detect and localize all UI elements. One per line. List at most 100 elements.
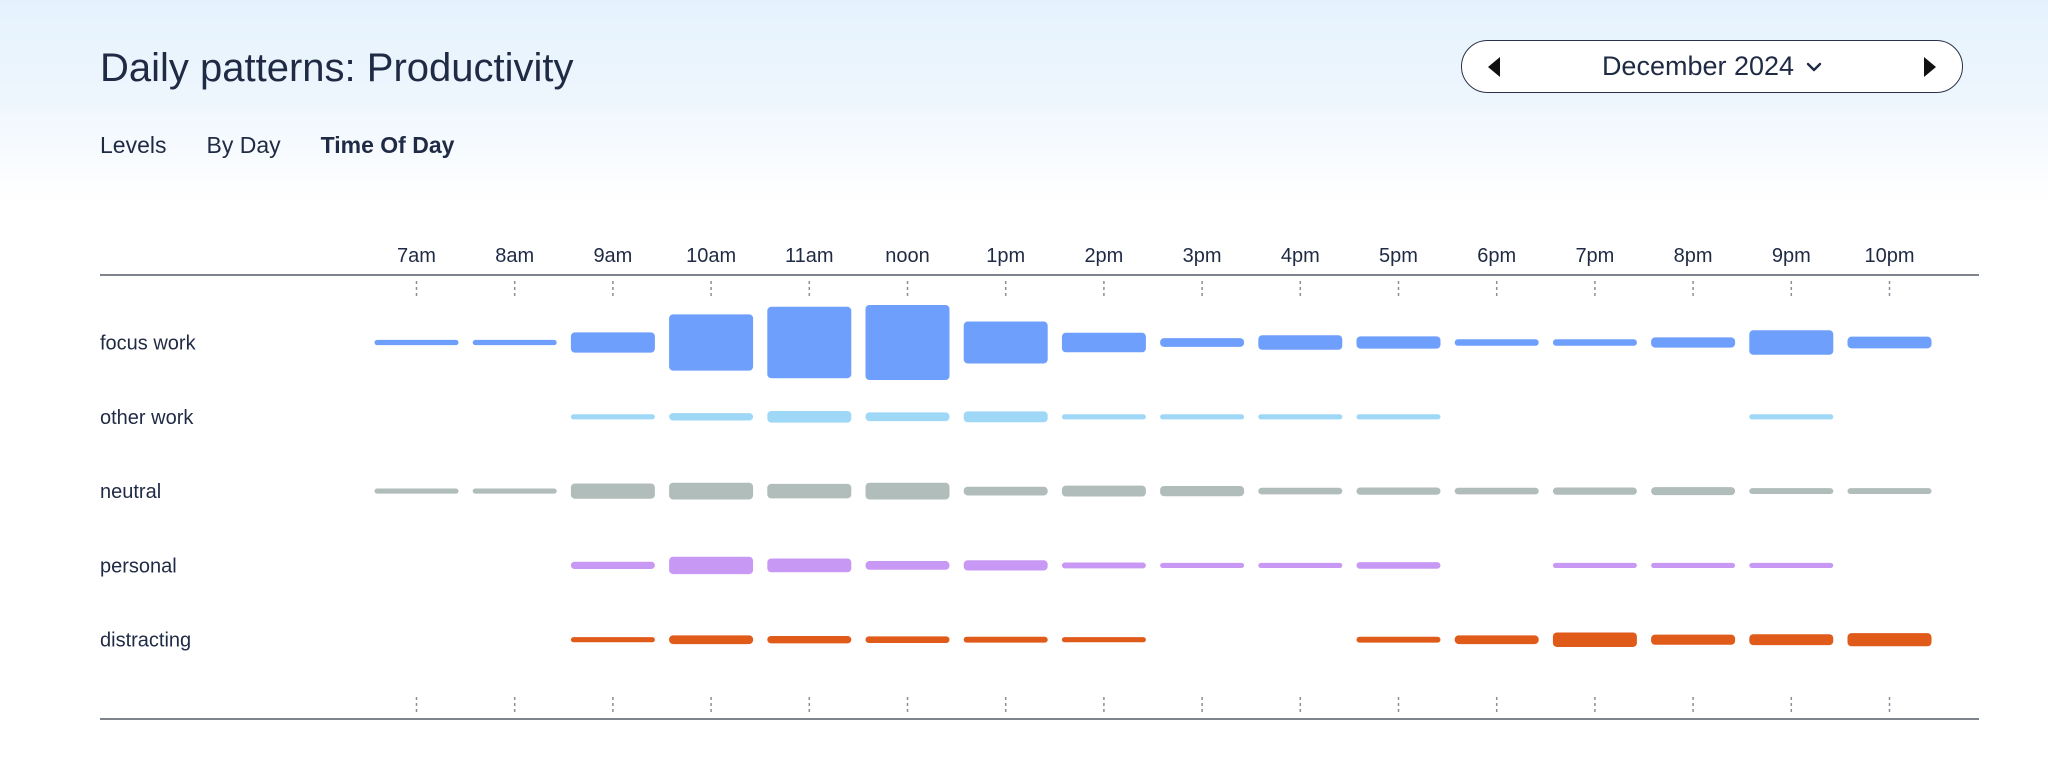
activity-bar [374,339,459,346]
view-tabs: Levels By Day Time Of Day [100,132,454,159]
activity-bar [1061,637,1146,643]
tab-time-of-day[interactable]: Time Of Day [320,132,455,158]
hour-label: 11am [785,245,834,267]
activity-bar [1847,633,1932,647]
activity-bar [1258,487,1343,495]
row-label: distracting [100,630,191,652]
hour-label: 10am [686,245,736,267]
hour-label: 8pm [1674,245,1713,267]
row-label: other work [100,407,194,429]
activity-bar [865,561,950,570]
caret-right-icon [1924,56,1936,77]
activity-bar [1160,562,1245,568]
activity-bar [570,332,655,353]
activity-bar [1749,488,1834,495]
hour-label: 1pm [986,245,1025,267]
activity-bar [1454,339,1539,346]
activity-bar [1454,635,1539,645]
activity-bar [472,488,557,494]
activity-bar [1552,562,1637,568]
row-label: neutral [100,481,161,503]
next-month-button[interactable] [1898,41,1962,92]
month-label: December 2024 [1601,51,1795,81]
hour-label: 5pm [1379,245,1418,267]
activity-bar [1651,487,1736,496]
activity-bar [1552,632,1637,647]
row-label: focus work [100,333,197,355]
activity-bar [472,339,557,346]
activity-bar [374,488,459,494]
tab-levels[interactable]: Levels [100,132,167,158]
activity-bar [570,414,655,420]
tab-by-day[interactable]: By Day [206,132,281,158]
hour-label: 9am [593,245,632,267]
activity-bar [1651,337,1736,348]
activity-bar [1061,485,1146,497]
activity-bar [1356,336,1441,349]
hour-label: 7pm [1575,245,1614,267]
activity-bar [1847,488,1932,495]
activity-bar [570,561,655,570]
activity-bar [767,636,852,644]
activity-bar [1356,636,1441,643]
activity-bar [865,482,950,500]
hour-label: 7am [397,245,436,267]
activity-bar [1258,414,1343,420]
row-label: personal [100,555,177,577]
activity-bar [1356,562,1441,569]
activity-bar [1749,330,1834,355]
hour-label: 3pm [1183,245,1222,267]
activity-bar [1847,336,1932,349]
caret-left-icon [1488,56,1500,77]
activity-bar [1061,562,1146,569]
activity-bar [963,636,1048,643]
activity-bar [570,483,655,499]
month-select[interactable]: December 2024 [1526,41,1898,92]
activity-bar [767,558,852,573]
chevron-down-icon [1806,62,1822,71]
activity-bar [1356,487,1441,495]
activity-bar [865,636,950,643]
hour-label: 2pm [1084,245,1123,267]
month-picker: December 2024 [1461,40,1963,93]
hour-label: 9pm [1772,245,1811,267]
activity-bar [963,486,1048,496]
activity-bar [1651,562,1736,568]
activity-bar [1651,634,1736,645]
hour-label: 8am [495,245,534,267]
activity-bar [669,314,754,371]
activity-bar [1061,332,1146,353]
activity-bar [963,560,1048,571]
activity-bar [767,483,852,499]
activity-bar [1160,486,1245,497]
activity-bar [1454,487,1539,495]
hour-label: 6pm [1477,245,1516,267]
activity-bar [767,410,852,423]
hour-label: noon [885,245,930,267]
activity-bar [767,306,852,379]
activity-bar [1061,414,1146,420]
hour-label: 4pm [1281,245,1320,267]
activity-bar [1160,338,1245,347]
activity-bar [669,556,754,575]
activity-bar [1552,339,1637,346]
activity-bar [669,482,754,500]
activity-bar [669,413,754,421]
activity-bar [1552,487,1637,495]
activity-bar [1749,414,1834,420]
activity-bar [669,635,754,645]
activity-bar [1258,335,1343,350]
activity-bar [1160,414,1245,420]
activity-bar [570,637,655,643]
activity-bar [963,321,1048,364]
activity-bar [865,412,950,422]
activity-bar [1749,634,1834,646]
activity-bar [865,305,950,380]
activity-bar [1258,562,1343,568]
activity-bar [1356,414,1441,420]
activity-bar [963,411,1048,423]
hour-label: 10pm [1864,245,1914,267]
previous-month-button[interactable] [1462,41,1526,92]
